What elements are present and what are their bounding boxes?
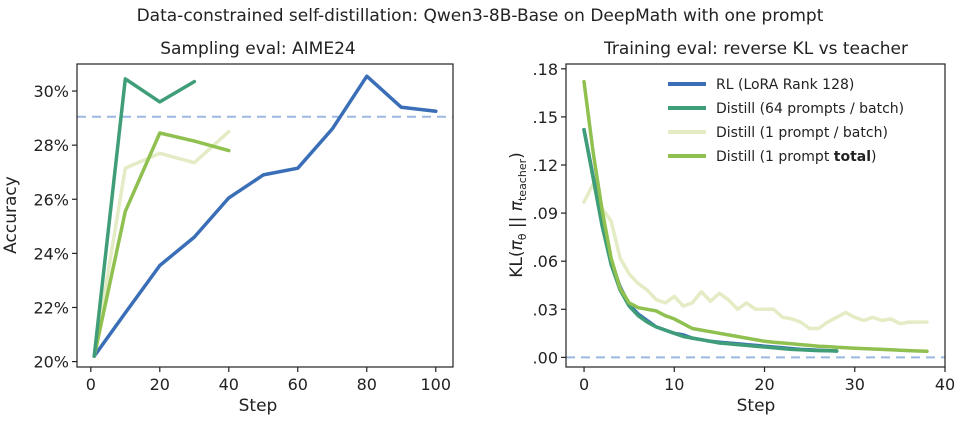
accuracy-series-distill64 xyxy=(92,77,197,358)
accuracy-y-tick-label: 24% xyxy=(33,244,69,263)
accuracy-x-tick-label: 100 xyxy=(420,375,451,394)
kl-y-tick-label: .18 xyxy=(533,60,558,79)
kl-y-tick-label: .03 xyxy=(533,300,558,319)
kl-axes-frame xyxy=(565,63,946,368)
kl-legend: RL (LoRA Rank 128) Distill (64 prompts / … xyxy=(668,77,904,165)
accuracy-series-distill1batch xyxy=(92,129,231,358)
kl-x-axis-label: Step xyxy=(737,396,776,416)
accuracy-x-tick-label: 40 xyxy=(219,375,239,394)
accuracy-y-tick-label: 30% xyxy=(33,82,69,101)
kl-y-tick-label: .15 xyxy=(533,108,558,127)
kl-chart-title: Training eval: reverse KL vs teacher xyxy=(603,39,908,59)
accuracy-x-tick-label: 20 xyxy=(150,375,170,394)
kl-series-distill1total xyxy=(582,79,929,354)
accuracy-x-tick-label: 60 xyxy=(288,375,308,394)
accuracy-y-tick-label: 20% xyxy=(33,353,69,372)
accuracy-series-rl xyxy=(92,74,438,358)
accuracy-x-tick-label: 0 xyxy=(86,375,96,394)
kl-chart: Training eval: reverse KL vs teacher 0 10… xyxy=(507,39,955,416)
accuracy-series-distill1total xyxy=(92,131,231,358)
kl-plot-area: 0 10 20 30 40 .00 .03 .06 .09 .12 .15 .18 xyxy=(533,60,956,394)
kl-series-distill1batch xyxy=(582,182,929,331)
kl-y-tick-label: .09 xyxy=(533,204,558,223)
legend-label-rl: RL (LoRA Rank 128) xyxy=(716,77,854,93)
accuracy-y-tick-label: 22% xyxy=(33,298,69,317)
kl-y-tick-label: .00 xyxy=(533,348,558,367)
accuracy-x-tick-label: 80 xyxy=(357,375,377,394)
accuracy-chart-title: Sampling eval: AIME24 xyxy=(160,39,355,59)
kl-x-tick-label: 0 xyxy=(579,375,589,394)
accuracy-plot-area: 0 20 40 60 80 100 20% 22% 24% 26% 28% 30% xyxy=(33,63,454,394)
kl-x-tick-label: 10 xyxy=(664,375,684,394)
kl-y-axis-label: KL(πθ || πteacher) xyxy=(507,152,529,278)
kl-x-tick-label: 20 xyxy=(754,375,774,394)
kl-y-tick-label: .12 xyxy=(533,156,558,175)
legend-label-distill64: Distill (64 prompts / batch) xyxy=(716,101,904,117)
accuracy-y-tick-label: 26% xyxy=(33,190,69,209)
kl-x-tick-label: 30 xyxy=(845,375,865,394)
accuracy-chart: Sampling eval: AIME24 0 20 40 60 80 100 20% 22%… xyxy=(1,39,454,416)
legend-label-distill1batch: Distill (1 prompt / batch) xyxy=(716,125,888,141)
accuracy-y-tick-label: 28% xyxy=(33,136,69,155)
kl-y-tick-label: .06 xyxy=(533,252,558,271)
accuracy-x-axis-label: Step xyxy=(239,396,278,416)
figure-suptitle: Data-constrained self-distillation: Qwen… xyxy=(137,6,824,26)
kl-x-tick-label: 40 xyxy=(935,375,955,394)
accuracy-y-axis-label: Accuracy xyxy=(1,176,21,254)
legend-label-distill1total: Distill (1 prompt total) xyxy=(716,149,876,165)
accuracy-axes-frame xyxy=(76,63,454,368)
